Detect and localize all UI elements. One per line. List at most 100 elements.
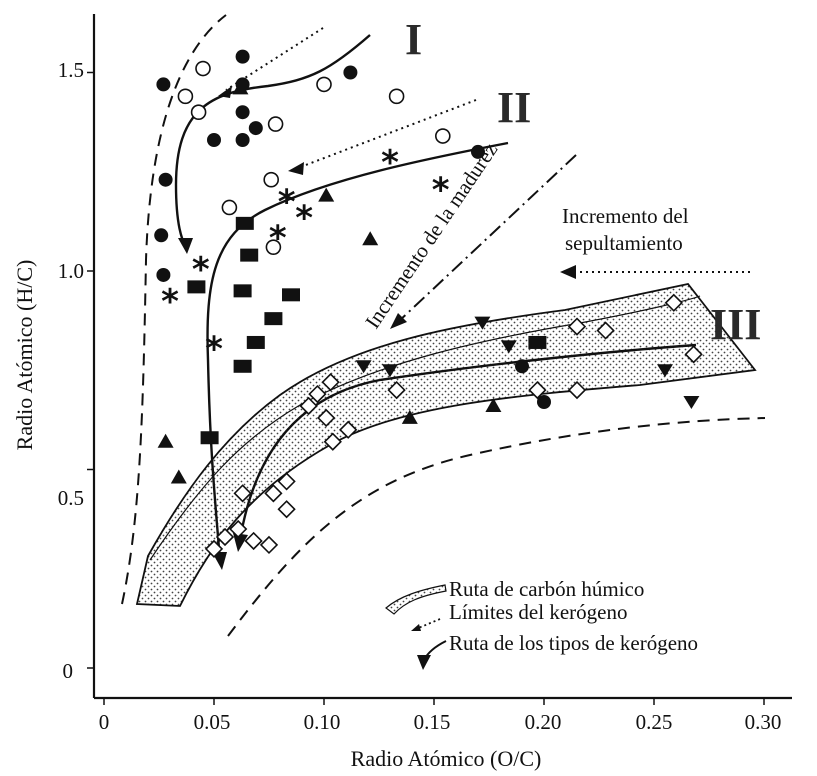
lower-kerogen-boundary: [227, 417, 766, 637]
inverted-triangle-marker: [382, 364, 398, 378]
type-i-dotted-arrowhead: [218, 86, 232, 98]
filled-circle-marker: [248, 121, 263, 136]
filled-triangle-marker: [362, 231, 379, 246]
y-axis-title: Radio Atómico (H/C): [12, 260, 37, 451]
inverted-triangle-marker: [657, 364, 673, 378]
type-iii-path: [238, 343, 697, 541]
humic-coal-band-inner-line: [149, 295, 701, 561]
x-tick-label: 0.20: [525, 710, 562, 734]
open-diamond-marker: [323, 432, 342, 451]
type-i-dotted-arrow: [225, 27, 324, 91]
open-diamond-marker: [259, 535, 279, 555]
x-tick-label: 0.25: [636, 710, 673, 734]
filled-triangle-marker: [401, 409, 418, 424]
open-diamond-marker: [321, 373, 340, 392]
x-tick-labels: 0 0.05 0.10 0.15 0.20 0.25 0.30: [99, 710, 782, 734]
filled-triangle-marker: [157, 433, 174, 448]
filled-square-marker: [233, 284, 252, 298]
type-ii-label: II: [497, 83, 531, 132]
filled-square-marker: [187, 280, 206, 294]
open-diamond-marker: [229, 519, 248, 539]
y-tick-label: 1.0: [58, 259, 84, 283]
legend-solid-arrowhead: [417, 655, 431, 670]
open-diamond-marker: [567, 317, 587, 336]
filled-square-marker: [282, 288, 300, 302]
asterisk-marker: *: [161, 282, 179, 322]
open-circle-marker: [263, 171, 280, 188]
asterisk-marker: *: [269, 218, 287, 258]
filled-triangle-marker: [232, 80, 249, 95]
legend-band-symbol: [385, 584, 447, 615]
type-iii-label: III: [710, 300, 761, 349]
open-diamond-marker: [684, 345, 703, 364]
open-diamond-marker: [567, 380, 587, 400]
legend-label-paths: Ruta de los tipos de kerógeno: [449, 631, 698, 655]
inverted-triangle-marker: [500, 340, 517, 354]
filled-square-marker: [264, 312, 283, 326]
open-diamond-marker: [233, 484, 252, 503]
upper-kerogen-boundary: [121, 14, 227, 605]
type-ii-path: [206, 141, 509, 561]
filled-circle-marker: [343, 65, 358, 80]
type-i-path-arrowhead: [178, 238, 193, 254]
filled-square-marker: [233, 359, 252, 373]
maturity-arrowhead: [390, 313, 407, 329]
filled-square-marker: [235, 216, 254, 230]
legend-dotted-symbol: [415, 618, 441, 630]
open-circle-marker: [388, 88, 405, 105]
open-diamond-marker: [277, 472, 296, 491]
y-tick-label: 1.5: [58, 58, 84, 82]
filled-square-marker: [200, 431, 219, 445]
inverted-triangle-marker: [474, 316, 491, 330]
open-circle-marker: [195, 60, 211, 77]
tick-marks: [87, 71, 765, 705]
filled-circle-marker: [235, 132, 250, 147]
filled-circle-marker: [235, 49, 250, 64]
y-tick-label: 0.5: [58, 486, 84, 510]
burial-arrowhead: [560, 265, 576, 279]
open-diamond-marker: [528, 380, 547, 400]
filled-square-marker: [246, 335, 265, 349]
x-tick-label: 0.30: [745, 710, 782, 734]
open-circle-marker: [267, 116, 284, 132]
type-ii-dotted-arrowhead: [288, 162, 304, 175]
asterisk-marker: *: [192, 250, 210, 290]
filled-circle-marker: [154, 228, 169, 243]
legend-label-humic: Ruta de carbón húmico: [449, 577, 644, 601]
type-ii-path-arrowhead: [212, 552, 227, 570]
type-iii-path-arrowhead: [233, 533, 248, 552]
type-i-path: [174, 34, 371, 249]
open-diamond-marker: [596, 321, 615, 340]
data-markers: *** *****: [154, 49, 703, 559]
asterisk-marker: *: [381, 143, 399, 183]
open-circle-marker: [221, 199, 238, 216]
open-circle-marker: [316, 76, 332, 93]
filled-circle-marker: [156, 77, 171, 92]
open-circle-marker: [434, 128, 451, 144]
filled-circle-marker: [537, 395, 551, 410]
legend: Ruta de carbón húmico Límites del keróge…: [385, 577, 698, 670]
filled-circle-marker: [515, 359, 529, 374]
inverted-triangle-marker: [683, 396, 700, 410]
burial-annotation-line2: sepultamiento: [565, 231, 683, 255]
filled-circle-marker: [207, 132, 221, 147]
y-tick-labels: 0 0.5 1.0 1.5: [58, 58, 84, 683]
asterisk-marker: *: [205, 329, 223, 369]
open-circle-marker: [177, 88, 194, 105]
open-diamond-marker: [317, 408, 336, 428]
asterisk-marker: *: [432, 171, 450, 211]
open-diamond-marker: [387, 380, 406, 400]
open-diamond-marker: [277, 500, 296, 519]
open-diamond-marker: [204, 539, 224, 559]
filled-square-marker: [240, 248, 259, 262]
open-diamond-marker: [244, 531, 263, 551]
open-diamond-marker: [215, 527, 235, 547]
filled-circle-marker: [235, 105, 250, 120]
open-diamond-marker: [664, 293, 683, 312]
asterisk-marker: *: [278, 183, 296, 223]
x-tick-label: 0.15: [414, 710, 451, 734]
open-circle-marker: [265, 239, 282, 255]
asterisk-marker: *: [295, 198, 313, 238]
filled-circle-marker: [158, 172, 173, 187]
